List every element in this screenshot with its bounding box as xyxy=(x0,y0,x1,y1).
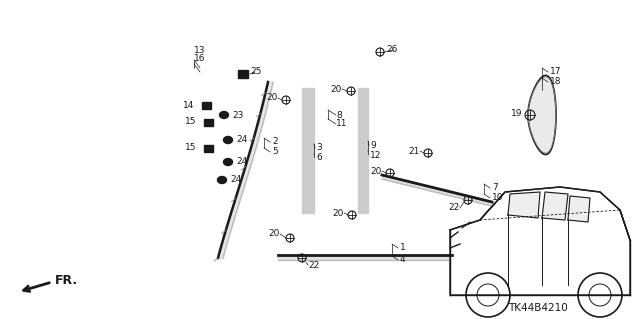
Ellipse shape xyxy=(218,176,227,183)
Polygon shape xyxy=(528,76,556,154)
Text: 20: 20 xyxy=(333,209,344,218)
Text: FR.: FR. xyxy=(55,275,78,287)
Bar xyxy=(358,88,368,213)
Text: 4: 4 xyxy=(400,256,406,264)
Bar xyxy=(238,70,248,78)
Ellipse shape xyxy=(223,159,232,166)
Text: 16: 16 xyxy=(194,54,205,63)
Ellipse shape xyxy=(223,137,232,144)
Text: 26: 26 xyxy=(386,46,397,55)
Text: 7: 7 xyxy=(492,183,498,192)
Bar xyxy=(204,145,212,152)
Text: 15: 15 xyxy=(184,144,196,152)
Text: 18: 18 xyxy=(550,78,561,86)
Text: 6: 6 xyxy=(316,153,322,162)
Polygon shape xyxy=(568,196,590,222)
Text: 13: 13 xyxy=(194,46,205,55)
Text: 1: 1 xyxy=(400,243,406,253)
Text: 24: 24 xyxy=(230,175,241,184)
Text: 10: 10 xyxy=(492,194,504,203)
Text: 17: 17 xyxy=(550,68,561,77)
Text: 25: 25 xyxy=(250,68,261,77)
Text: 24: 24 xyxy=(236,158,247,167)
Text: 8: 8 xyxy=(336,110,342,120)
Text: 12: 12 xyxy=(370,151,381,160)
Polygon shape xyxy=(508,192,540,218)
Text: 14: 14 xyxy=(182,100,194,109)
Ellipse shape xyxy=(220,112,228,118)
Polygon shape xyxy=(542,192,568,220)
Polygon shape xyxy=(480,192,505,220)
Text: 24: 24 xyxy=(236,136,247,145)
Bar xyxy=(302,88,314,213)
Text: 20: 20 xyxy=(267,93,278,102)
Text: 9: 9 xyxy=(370,140,376,150)
Text: 11: 11 xyxy=(336,120,348,129)
Text: 3: 3 xyxy=(316,144,322,152)
Text: 21: 21 xyxy=(408,146,420,155)
Text: 22: 22 xyxy=(308,261,319,270)
Bar xyxy=(204,118,212,125)
Text: 20: 20 xyxy=(269,229,280,239)
Text: 19: 19 xyxy=(511,108,522,117)
Text: 20: 20 xyxy=(371,167,382,175)
Text: 22: 22 xyxy=(449,204,460,212)
Text: TK44B4210: TK44B4210 xyxy=(508,303,568,313)
Text: 2: 2 xyxy=(272,137,278,146)
Text: 5: 5 xyxy=(272,147,278,157)
Text: 20: 20 xyxy=(331,85,342,93)
Text: 15: 15 xyxy=(184,117,196,127)
Text: 23: 23 xyxy=(232,110,243,120)
Polygon shape xyxy=(450,187,630,295)
Bar xyxy=(202,101,211,108)
